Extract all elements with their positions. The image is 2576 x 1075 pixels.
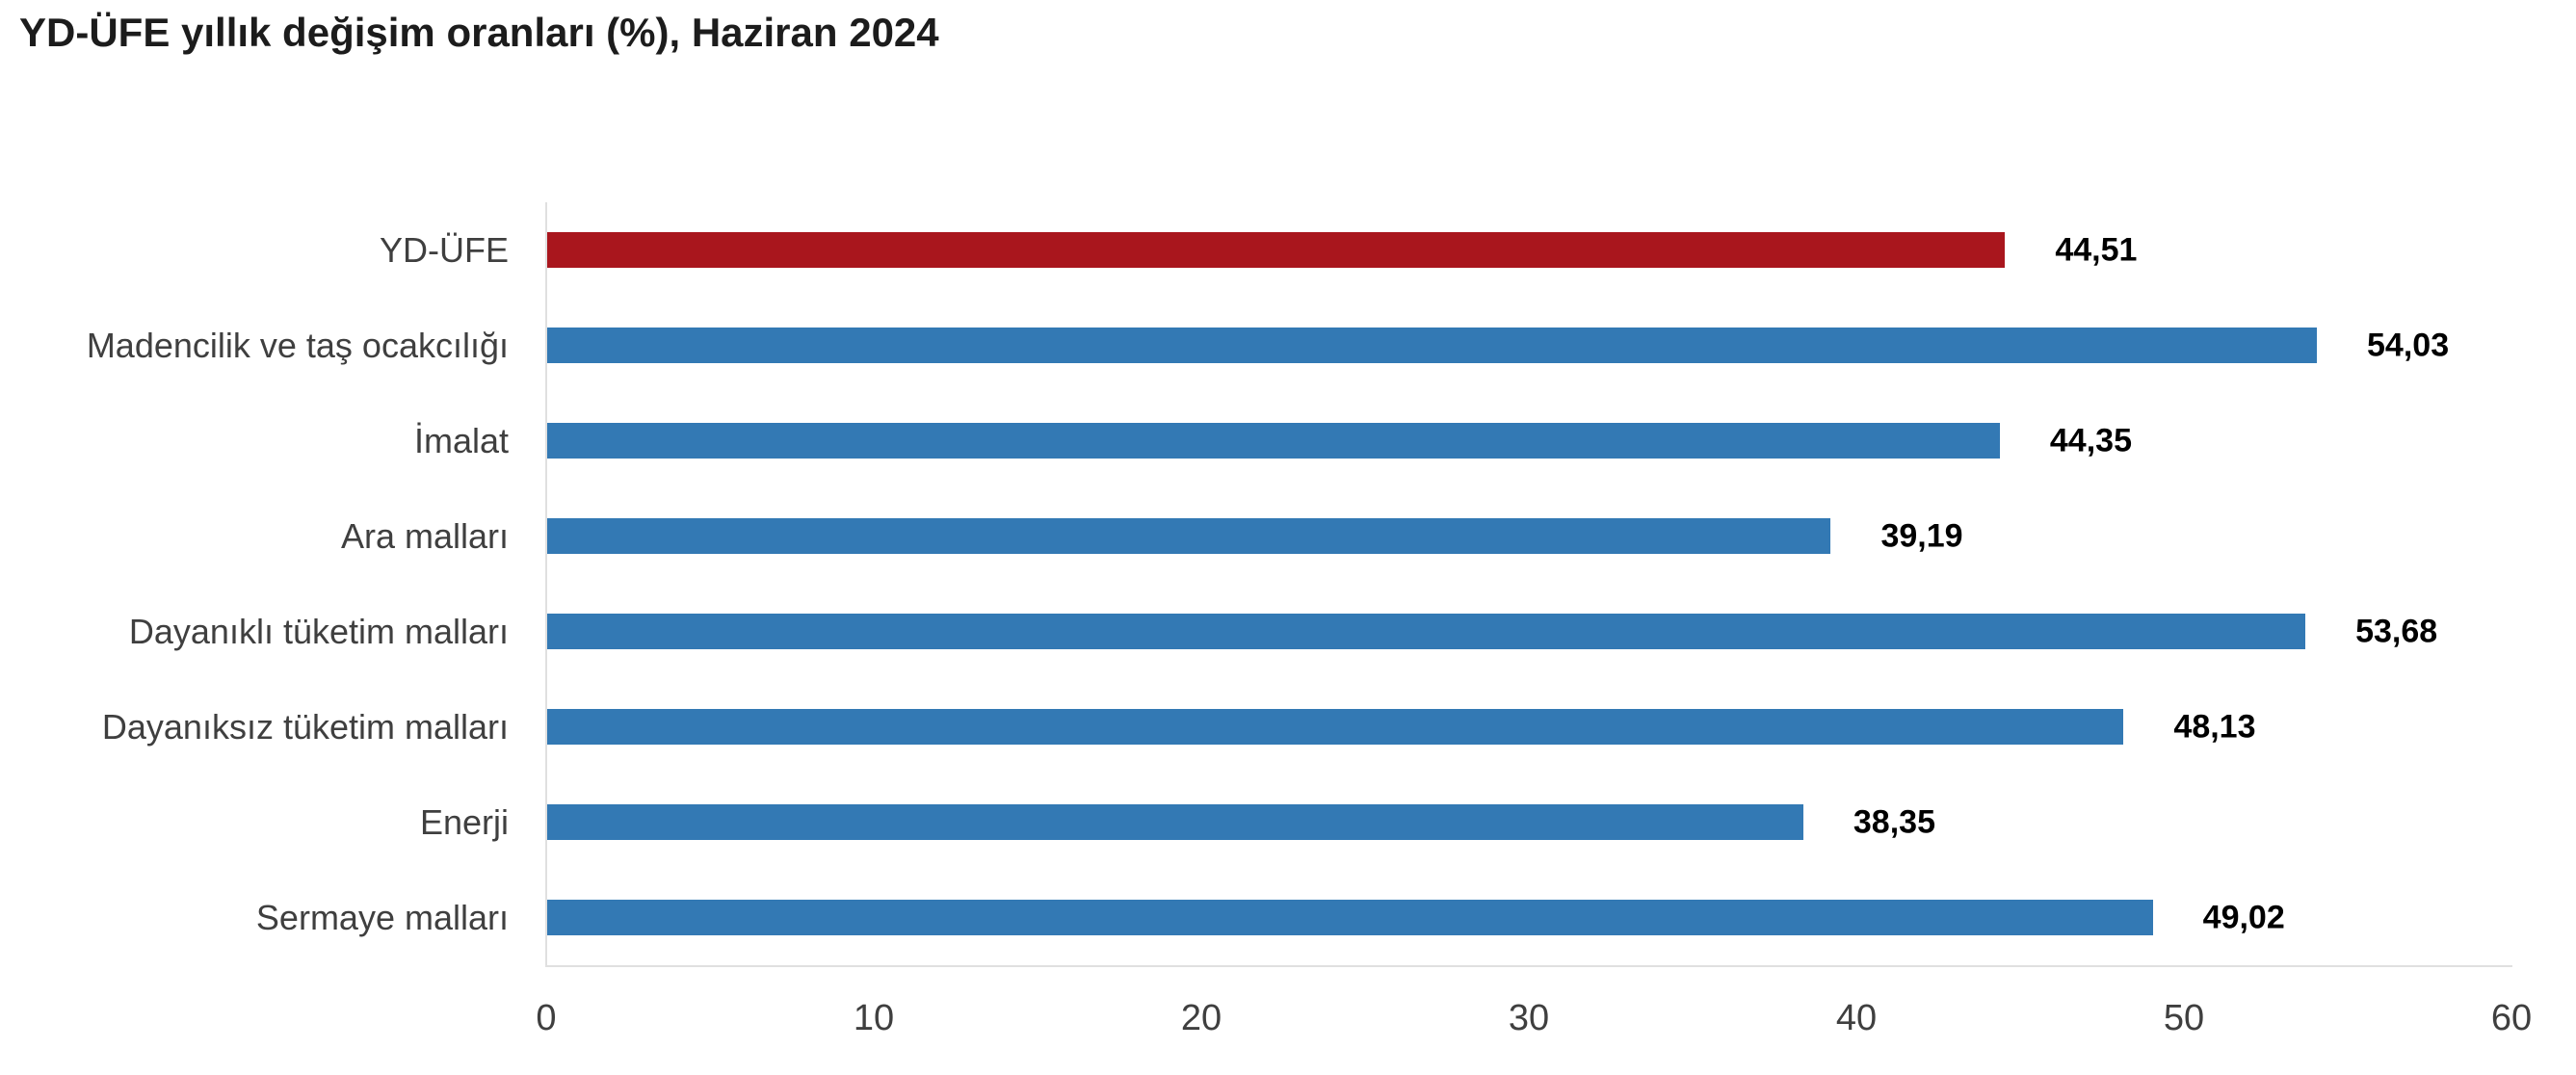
bar-chart-plot: YD-ÜFE 44,51 Madencilik ve taş ocakcılığı 5…: [0, 202, 2576, 967]
value-label: 49,02: [2202, 899, 2285, 935]
category-label: Dayanıklı tüketim malları: [128, 611, 509, 651]
x-tick-label: 40: [1835, 998, 1878, 1038]
bar: [547, 804, 1803, 840]
bar-track: 53,68: [547, 584, 2576, 679]
bar-row: YD-ÜFE 44,51: [0, 202, 2576, 298]
category-label: Madencilik ve taş ocakcılığı: [86, 325, 509, 365]
x-tick-label: 60: [2490, 998, 2533, 1038]
bar: [547, 328, 2318, 363]
bar-row: Enerji 38,35: [0, 774, 2576, 870]
bar-track: 39,19: [547, 488, 2576, 584]
bar-track: 54,03: [547, 298, 2576, 393]
value-label: 48,13: [2173, 708, 2256, 745]
x-tick-label: 30: [1508, 998, 1550, 1038]
category-label: Ara malları: [340, 515, 509, 556]
highlight-bar: [547, 232, 2006, 268]
bar-row: Sermaye malları 49,02: [0, 870, 2576, 965]
bar-row: Dayanıklı tüketim malları 53,68: [0, 584, 2576, 679]
value-label: 53,68: [2355, 613, 2438, 649]
x-tick-label: 50: [2163, 998, 2205, 1038]
value-label: 54,03: [2367, 327, 2450, 363]
bar-track: 48,13: [547, 679, 2576, 774]
value-label: 38,35: [1853, 803, 1935, 840]
y-axis-line: [545, 202, 547, 967]
category-label: İmalat: [413, 420, 509, 460]
value-label: 39,19: [1880, 517, 1963, 554]
bar: [547, 900, 2153, 935]
bar-track: 44,35: [547, 393, 2576, 488]
x-tick-label: 20: [1180, 998, 1222, 1038]
bar-row: Ara malları 39,19: [0, 488, 2576, 584]
category-label: YD-ÜFE: [380, 229, 509, 270]
bar-row: İmalat 44,35: [0, 393, 2576, 488]
value-label: 44,51: [2055, 231, 2138, 268]
category-label: Dayanıksız tüketim malları: [101, 706, 509, 747]
bar: [547, 518, 1831, 554]
x-tick-label: 0: [536, 998, 557, 1038]
chart-rows: YD-ÜFE 44,51 Madencilik ve taş ocakcılığı 5…: [0, 202, 2576, 965]
chart-title: YD-ÜFE yıllık değişim oranları (%), Hazi…: [19, 10, 939, 55]
bar-row: Dayanıksız tüketim malları 48,13: [0, 679, 2576, 774]
x-axis-line: [545, 965, 2512, 967]
bar-track: 44,51: [547, 202, 2576, 298]
x-tick-label: 10: [853, 998, 895, 1038]
x-axis-ticks: 0 10 20 30 40 50 60: [0, 1000, 2576, 1058]
bar-track: 49,02: [547, 870, 2576, 965]
bar: [547, 423, 2000, 459]
bar-row: Madencilik ve taş ocakcılığı 54,03: [0, 298, 2576, 393]
category-label: Enerji: [419, 801, 509, 842]
bar-track: 38,35: [547, 774, 2576, 870]
bar: [547, 614, 2306, 649]
bar: [547, 709, 2124, 745]
value-label: 44,35: [2049, 422, 2132, 459]
category-label: Sermaye malları: [255, 897, 509, 937]
